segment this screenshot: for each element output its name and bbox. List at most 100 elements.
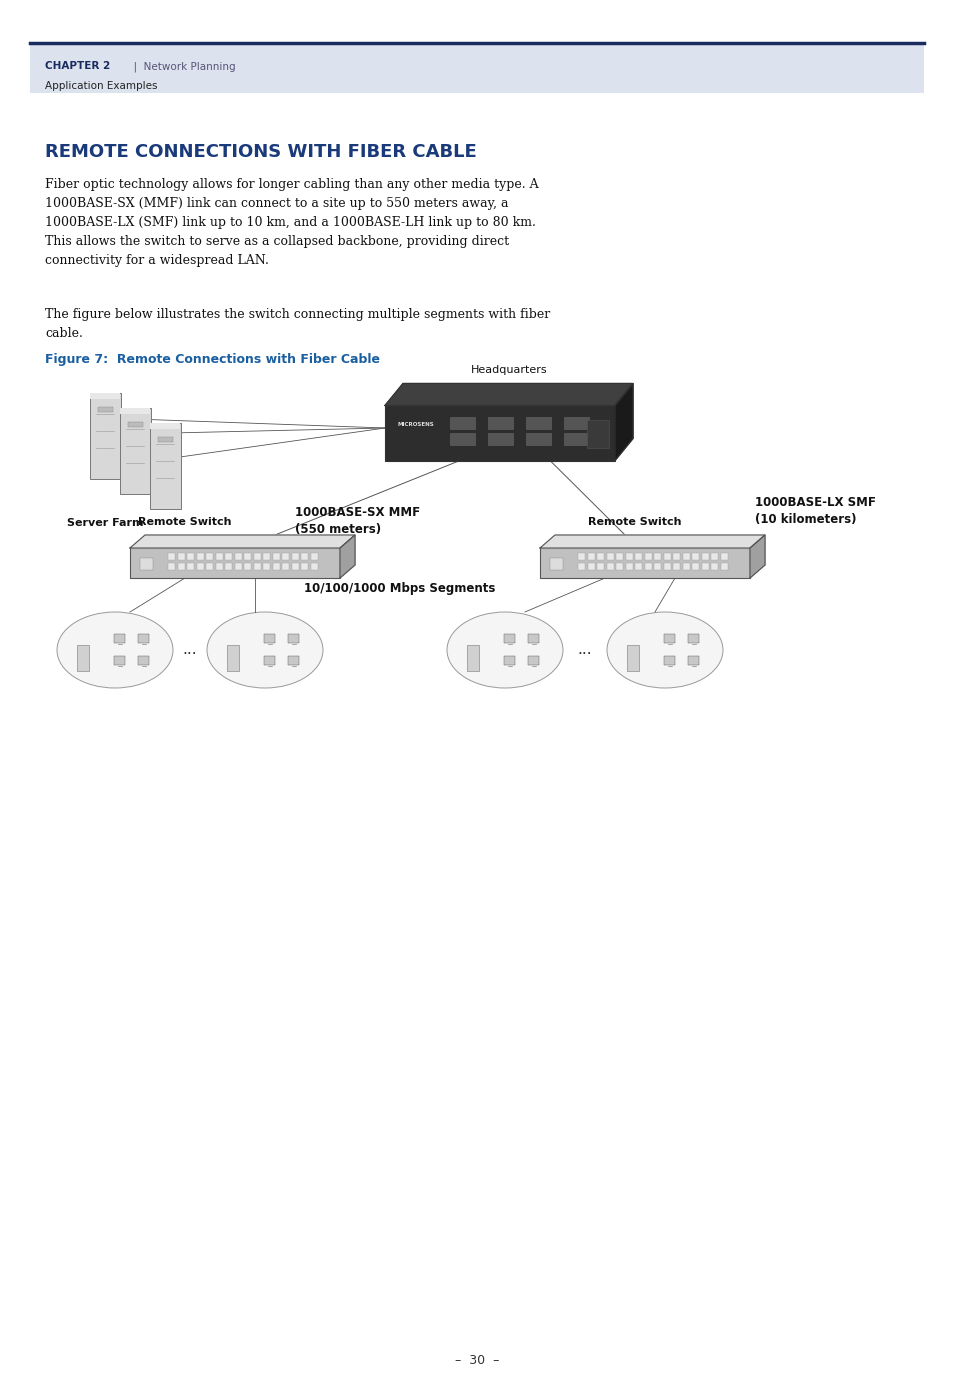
FancyBboxPatch shape [273, 564, 279, 570]
FancyBboxPatch shape [662, 552, 670, 559]
Text: 10/100/1000 Mbps Segments: 10/100/1000 Mbps Segments [304, 582, 496, 595]
Text: The figure below illustrates the switch connecting multiple segments with fiber
: The figure below illustrates the switch … [45, 308, 550, 340]
FancyBboxPatch shape [253, 552, 260, 559]
FancyBboxPatch shape [578, 564, 584, 570]
FancyBboxPatch shape [292, 564, 298, 570]
FancyBboxPatch shape [244, 564, 251, 570]
Text: –  30  –: – 30 – [455, 1353, 498, 1367]
FancyBboxPatch shape [273, 552, 279, 559]
FancyBboxPatch shape [504, 633, 515, 643]
FancyBboxPatch shape [625, 564, 632, 570]
FancyBboxPatch shape [385, 405, 615, 461]
Polygon shape [339, 534, 355, 577]
FancyBboxPatch shape [450, 433, 475, 446]
FancyBboxPatch shape [450, 416, 475, 429]
FancyBboxPatch shape [597, 552, 603, 559]
FancyBboxPatch shape [587, 564, 594, 570]
FancyBboxPatch shape [691, 552, 699, 559]
FancyBboxPatch shape [681, 564, 689, 570]
FancyBboxPatch shape [140, 558, 152, 570]
FancyBboxPatch shape [635, 552, 641, 559]
Polygon shape [130, 534, 355, 548]
FancyBboxPatch shape [177, 564, 184, 570]
FancyBboxPatch shape [720, 552, 727, 559]
FancyBboxPatch shape [563, 416, 588, 429]
FancyBboxPatch shape [710, 564, 718, 570]
FancyBboxPatch shape [150, 423, 180, 429]
Text: 1000BASE-LX SMF
(10 kilometers): 1000BASE-LX SMF (10 kilometers) [754, 496, 875, 526]
FancyBboxPatch shape [244, 552, 251, 559]
FancyBboxPatch shape [114, 633, 125, 643]
FancyBboxPatch shape [282, 552, 289, 559]
FancyBboxPatch shape [310, 564, 317, 570]
FancyBboxPatch shape [177, 552, 184, 559]
FancyBboxPatch shape [97, 407, 112, 412]
FancyBboxPatch shape [301, 564, 308, 570]
FancyBboxPatch shape [150, 422, 180, 508]
FancyBboxPatch shape [206, 564, 213, 570]
FancyBboxPatch shape [206, 552, 213, 559]
FancyBboxPatch shape [187, 552, 193, 559]
FancyBboxPatch shape [264, 655, 274, 665]
FancyBboxPatch shape [77, 645, 89, 670]
FancyBboxPatch shape [644, 564, 651, 570]
Text: Server Farm: Server Farm [67, 518, 143, 527]
Text: Figure 7:  Remote Connections with Fiber Cable: Figure 7: Remote Connections with Fiber … [45, 353, 379, 366]
Text: ...: ... [182, 643, 197, 658]
FancyBboxPatch shape [467, 645, 478, 670]
FancyBboxPatch shape [187, 564, 193, 570]
FancyBboxPatch shape [225, 564, 232, 570]
FancyBboxPatch shape [700, 564, 708, 570]
FancyBboxPatch shape [625, 552, 632, 559]
FancyBboxPatch shape [301, 552, 308, 559]
FancyBboxPatch shape [616, 564, 622, 570]
FancyBboxPatch shape [168, 564, 174, 570]
FancyBboxPatch shape [550, 558, 562, 570]
FancyBboxPatch shape [663, 633, 675, 643]
FancyBboxPatch shape [578, 552, 584, 559]
Text: Fiber optic technology allows for longer cabling than any other media type. A
10: Fiber optic technology allows for longer… [45, 178, 538, 266]
Text: 1000BASE-SX MMF
(550 meters): 1000BASE-SX MMF (550 meters) [294, 507, 419, 536]
FancyBboxPatch shape [253, 564, 260, 570]
FancyBboxPatch shape [616, 552, 622, 559]
Text: Remote Switch: Remote Switch [138, 516, 232, 527]
FancyBboxPatch shape [488, 433, 513, 446]
FancyBboxPatch shape [525, 416, 551, 429]
Ellipse shape [57, 612, 172, 688]
FancyBboxPatch shape [720, 564, 727, 570]
Text: Headquarters: Headquarters [470, 365, 547, 376]
FancyBboxPatch shape [606, 564, 613, 570]
FancyBboxPatch shape [128, 422, 142, 428]
Text: REMOTE CONNECTIONS WITH FIBER CABLE: REMOTE CONNECTIONS WITH FIBER CABLE [45, 143, 476, 161]
FancyBboxPatch shape [654, 564, 660, 570]
FancyBboxPatch shape [488, 416, 513, 429]
Text: Remote Switch: Remote Switch [588, 516, 681, 527]
FancyBboxPatch shape [586, 421, 608, 448]
FancyBboxPatch shape [196, 564, 203, 570]
FancyBboxPatch shape [138, 633, 149, 643]
FancyBboxPatch shape [597, 564, 603, 570]
FancyBboxPatch shape [504, 655, 515, 665]
FancyBboxPatch shape [644, 552, 651, 559]
FancyBboxPatch shape [700, 552, 708, 559]
FancyBboxPatch shape [525, 433, 551, 446]
Text: Application Examples: Application Examples [45, 81, 157, 92]
FancyBboxPatch shape [710, 552, 718, 559]
Text: CHAPTER 2: CHAPTER 2 [45, 61, 111, 71]
FancyBboxPatch shape [90, 393, 120, 398]
FancyBboxPatch shape [310, 552, 317, 559]
FancyBboxPatch shape [130, 548, 339, 577]
FancyBboxPatch shape [263, 552, 270, 559]
FancyBboxPatch shape [587, 552, 594, 559]
FancyBboxPatch shape [606, 552, 613, 559]
FancyBboxPatch shape [157, 437, 172, 443]
FancyBboxPatch shape [672, 552, 679, 559]
FancyBboxPatch shape [528, 633, 538, 643]
FancyBboxPatch shape [234, 564, 241, 570]
Polygon shape [385, 383, 633, 405]
FancyBboxPatch shape [234, 552, 241, 559]
FancyBboxPatch shape [635, 564, 641, 570]
Text: ...: ... [578, 643, 592, 658]
FancyBboxPatch shape [663, 655, 675, 665]
FancyBboxPatch shape [138, 655, 149, 665]
